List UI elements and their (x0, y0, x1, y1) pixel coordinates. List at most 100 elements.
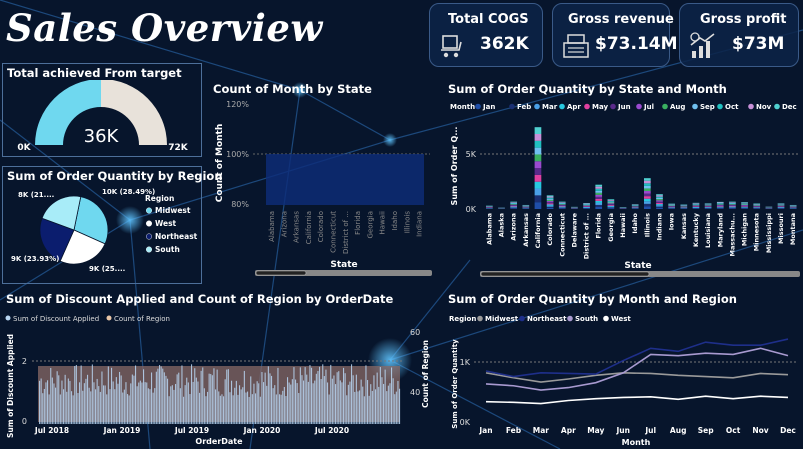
discount-bar (218, 391, 220, 424)
discount-bar (168, 396, 170, 424)
discount-bar (317, 371, 319, 424)
stacked-bar-segment (729, 207, 736, 209)
discount-bar (242, 387, 244, 424)
discount-bar (117, 383, 119, 424)
discount-legend-series: Sum of Discount Applied (13, 315, 99, 323)
pie-title: Sum of Order Quantity by Region (7, 169, 223, 183)
line-series-northeast (485, 338, 789, 378)
discount-bar (167, 378, 169, 424)
discount-bar (362, 386, 364, 424)
state-count-xtick: Illinois (403, 211, 411, 234)
state-month-xtick: Arkansas (522, 213, 530, 247)
stacked-bar-segment (741, 205, 748, 207)
discount-bar (130, 383, 132, 424)
stacked-bar-segment (656, 196, 663, 198)
legend-marker (748, 103, 754, 110)
state-month-legend-item: Aug (670, 103, 685, 111)
stacked-bar-segment (692, 207, 700, 208)
stacked-bar-segment (534, 161, 542, 169)
discount-bar (77, 393, 79, 424)
stacked-bar-segment (546, 199, 554, 202)
state-count-ytick: 120% (226, 100, 249, 109)
discount-bar (56, 371, 58, 424)
discount-bar (55, 387, 57, 424)
discount-bar (322, 364, 324, 424)
stacked-bar-segment (644, 185, 651, 189)
discount-bar (231, 380, 233, 424)
discount-bar (91, 364, 93, 424)
discount-bar (384, 369, 386, 424)
stacked-bar-segment (595, 200, 603, 203)
state-count-ytick: 100% (226, 150, 249, 159)
legend-dot (5, 315, 11, 321)
discount-bar (45, 382, 47, 424)
stacked-bar-segment (595, 190, 603, 193)
discount-bar (191, 364, 193, 424)
state-month-xtick: California (534, 213, 542, 248)
state-count-chart: Count of Month 120% 100% 80% Alabama Ariz… (215, 100, 432, 276)
legend-marker (475, 103, 481, 110)
legend-marker (145, 207, 152, 214)
month-region-xtick: Mar (533, 426, 550, 435)
discount-bar (293, 367, 295, 424)
discount-bar (239, 385, 241, 424)
month-region-xtick: Jan (478, 426, 492, 435)
gauge-fill (35, 80, 101, 145)
pie-slice-south (41, 195, 82, 231)
state-month-legend-item: Mar (542, 103, 558, 111)
gauge-chart: 36K 0K 72K (17, 80, 189, 153)
discount-bar (179, 388, 181, 424)
stacked-bar-segment (546, 195, 554, 197)
stacked-bar-segment (692, 205, 700, 206)
discount-bar (378, 386, 380, 424)
month-region-ytick: 1K (460, 358, 471, 367)
stacked-bar-segment (607, 204, 615, 205)
state-month-legend-item: Nov (756, 103, 772, 111)
stacked-bar-segment (644, 206, 651, 209)
discount-bar (83, 383, 85, 424)
state-month-xtick: Georgia (607, 213, 615, 242)
discount-bar (106, 394, 108, 424)
month-region-title: Sum of Order Quantity by Month and Regio… (448, 292, 737, 306)
discount-xtick: Jan 2020 (243, 426, 281, 435)
stacked-bar-segment (558, 201, 566, 203)
stacked-bar-segment (534, 127, 542, 135)
discount-bar (61, 380, 63, 424)
discount-bar (349, 381, 351, 424)
discount-bar (112, 381, 114, 424)
discount-bar (71, 391, 73, 424)
stacked-bar-segment (716, 203, 724, 205)
discount-bar (271, 375, 273, 424)
discount-bar (203, 388, 205, 424)
month-region-legend-item: Northeast (527, 315, 567, 323)
stacked-bar-segment (558, 205, 566, 206)
discount-bar (163, 372, 165, 424)
discount-bar (144, 382, 146, 424)
state-month-xtick: Alabama (485, 213, 493, 245)
stacked-bar-segment (656, 194, 663, 196)
discount-bar (229, 392, 231, 424)
discount-bar (255, 393, 257, 424)
discount-bar (365, 365, 367, 424)
discount-bar (301, 375, 303, 424)
stacked-bar-segment (546, 196, 554, 198)
discount-bar (53, 383, 55, 424)
discount-bar (69, 380, 71, 424)
discount-bar (280, 394, 282, 424)
discount-bar (88, 387, 90, 424)
legend-marker (145, 246, 152, 253)
stacked-bar-segment (607, 208, 615, 209)
stacked-bar-segment (510, 207, 517, 209)
legend-marker (584, 103, 590, 110)
discount-bar (101, 371, 103, 424)
kpi-value: 362K (480, 34, 529, 54)
discount-bar (371, 390, 373, 424)
discount-bar (98, 386, 100, 424)
legend-marker (519, 315, 525, 322)
discount-bar (211, 375, 213, 424)
stacked-bar-segment (558, 202, 566, 204)
discount-bar (122, 392, 124, 424)
month-region-legend-item: South (575, 315, 598, 323)
discount-bar (165, 375, 167, 424)
discount-xlabel: OrderDate (195, 437, 243, 446)
